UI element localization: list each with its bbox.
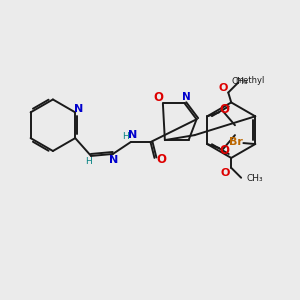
Text: O: O	[153, 91, 163, 104]
Text: O: O	[220, 168, 230, 178]
Text: Br: Br	[229, 137, 242, 147]
Text: N: N	[128, 130, 137, 140]
Text: N: N	[182, 92, 191, 101]
Text: N: N	[109, 155, 119, 165]
Text: N: N	[74, 104, 83, 114]
Text: CH₃: CH₃	[247, 174, 263, 183]
Text: O: O	[156, 153, 167, 167]
Text: methyl: methyl	[236, 76, 265, 85]
Text: H: H	[85, 158, 92, 166]
Text: O: O	[219, 82, 228, 93]
Text: O: O	[219, 103, 229, 116]
Text: H: H	[122, 132, 129, 141]
Text: O: O	[219, 145, 229, 158]
Text: CH₃: CH₃	[232, 77, 248, 86]
